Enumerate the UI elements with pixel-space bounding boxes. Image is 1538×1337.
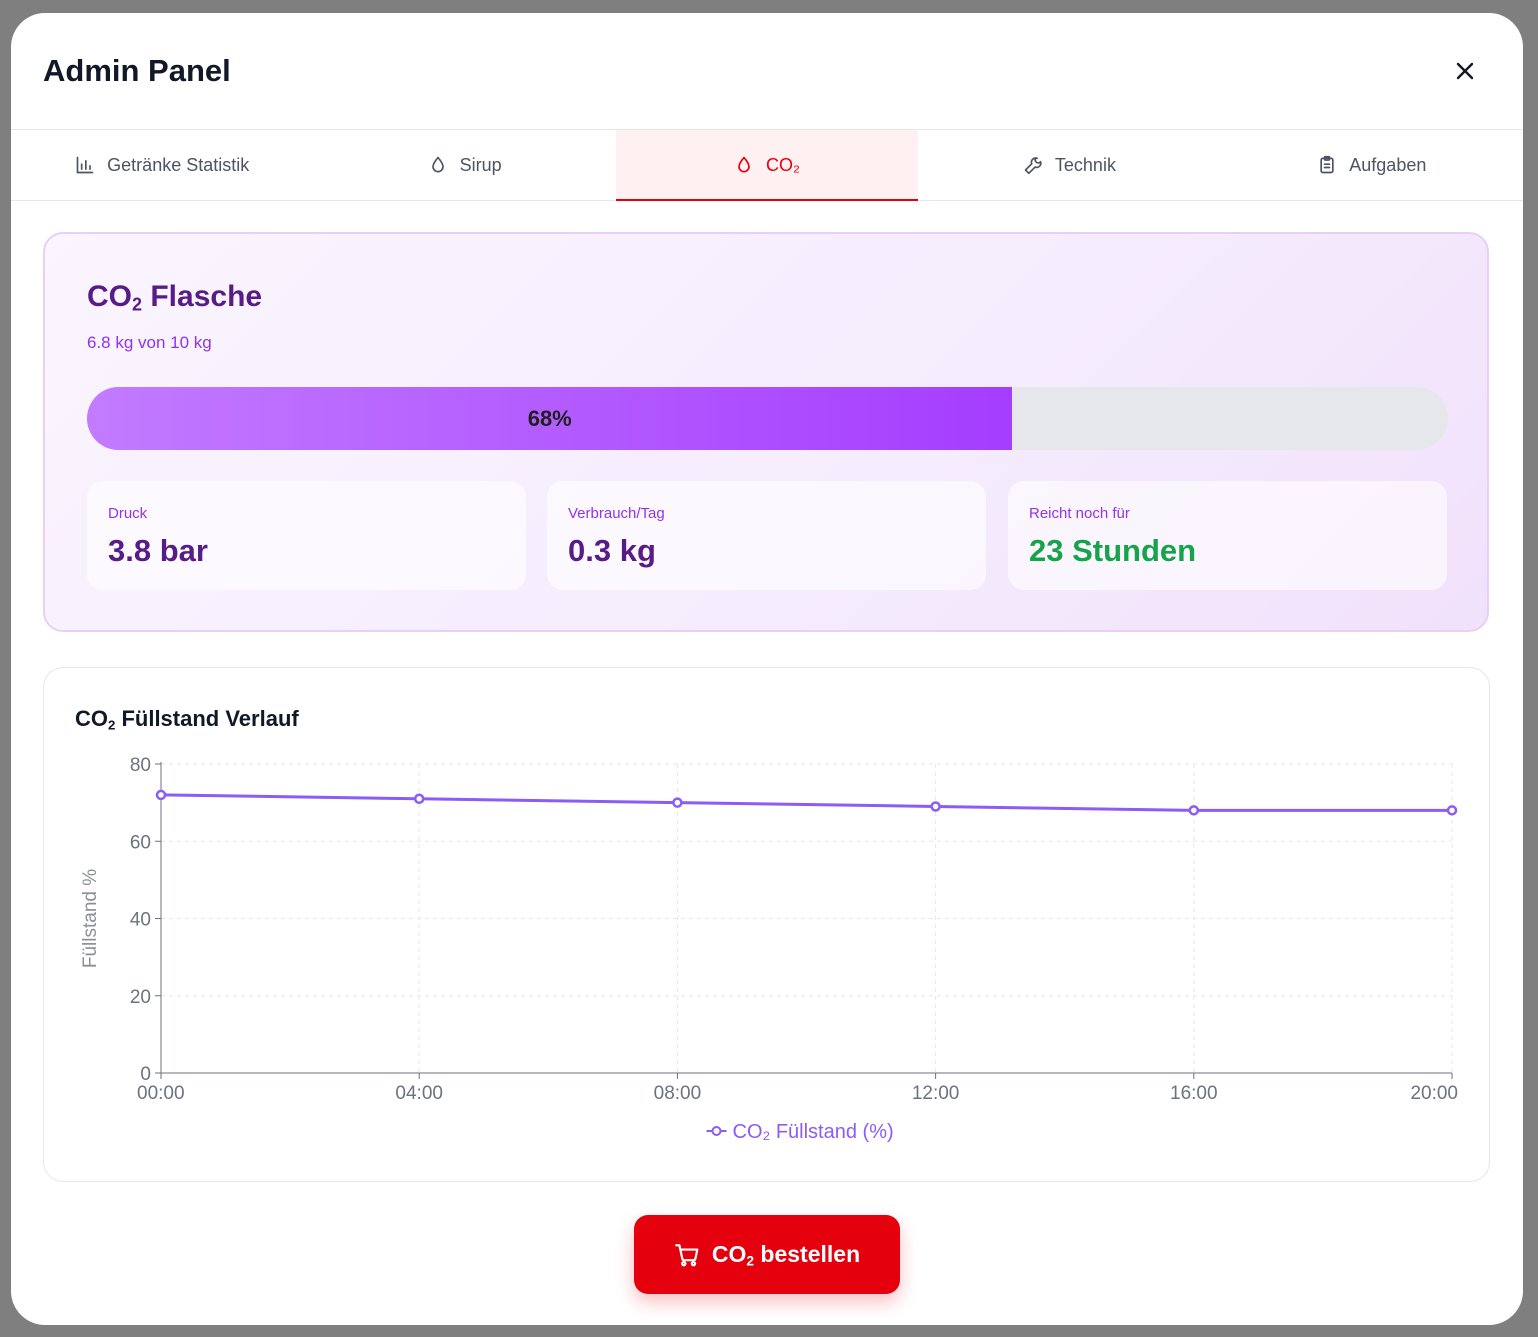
tab-bar: Getränke Statistik Sirup CO₂ Technik Auf…: [11, 130, 1523, 201]
droplet-icon: [431, 156, 444, 173]
legend-marker: [711, 1126, 722, 1136]
x-tick-label: 08:00: [654, 1083, 702, 1104]
fill-history-chart-card: CO2 Füllstand Verlauf 0 20 40 60 80 00:00 04:0…: [43, 667, 1490, 1182]
data-point: [672, 797, 683, 808]
stat-druck: Druck 3.8 bar: [87, 481, 526, 590]
tab-getraenke-statistik[interactable]: Getränke Statistik: [11, 130, 313, 200]
capacity-text: 6.8 kg von 10 kg: [87, 333, 212, 352]
tab-sirup[interactable]: Sirup: [313, 130, 615, 200]
fill-progress-value: [87, 387, 1013, 450]
x-tick-label: 20:00: [1410, 1083, 1458, 1104]
y-tick-label: 0: [140, 1064, 151, 1085]
stat-value: 23 Stunden: [1029, 533, 1197, 568]
x-tick-label: 12:00: [912, 1083, 960, 1104]
order-button-label: CO2 bestellen: [711, 1240, 861, 1269]
x-tick-label: 00:00: [137, 1083, 185, 1104]
stat-label: Reicht noch für: [1029, 505, 1130, 522]
legend-label: CO₂ Füllstand (%): [733, 1121, 894, 1143]
tab-aufgaben[interactable]: Aufgaben: [1221, 130, 1523, 200]
data-point: [1446, 805, 1458, 816]
tab-co2[interactable]: CO₂: [615, 130, 919, 201]
order-co2-button[interactable]: CO2 bestellen: [634, 1215, 900, 1294]
shopping-cart-icon: [674, 1243, 699, 1266]
series-line: [160, 793, 1452, 812]
clipboard-icon: [1320, 155, 1334, 174]
y-tick-label: 80: [130, 755, 151, 776]
fill-percent-label: 68%: [527, 405, 572, 431]
stat-reichweite: Reicht noch für 23 Stunden: [1008, 481, 1447, 590]
close-icon: [1456, 62, 1474, 80]
tab-label: Aufgaben: [1349, 154, 1427, 175]
fill-progress-bar: 68%: [87, 387, 1448, 450]
modal-title: Admin Panel: [43, 53, 231, 88]
stat-value: 3.8 bar: [108, 533, 208, 568]
y-axis-label: Füllstand %: [80, 869, 101, 968]
data-point: [930, 801, 941, 812]
tab-label: CO₂: [766, 154, 801, 175]
tab-label: Sirup: [459, 154, 502, 175]
co2-bottle-card: CO2 Flasche 6.8 kg von 10 kg 68% Druck 3…: [43, 232, 1489, 632]
data-point: [1188, 805, 1200, 816]
tab-label: Getränke Statistik: [107, 154, 250, 175]
y-tick-label: 60: [130, 832, 151, 853]
stat-value: 0.3 kg: [568, 533, 656, 568]
close-button[interactable]: [1447, 53, 1483, 89]
tab-technik[interactable]: Technik: [918, 130, 1220, 200]
tab-label: Technik: [1054, 154, 1116, 175]
droplet-icon: [738, 156, 750, 173]
bar-chart-icon: [76, 156, 94, 174]
data-point: [155, 789, 167, 801]
x-tick-label: 04:00: [395, 1083, 443, 1104]
y-tick-label: 20: [130, 987, 151, 1008]
chart-title: CO2 Füllstand Verlauf: [75, 706, 299, 733]
wrench-icon: [1024, 157, 1042, 175]
admin-panel-modal: Admin Panel Getränke Statistik Sirup CO₂…: [11, 13, 1523, 1325]
y-tick-label: 40: [130, 910, 151, 931]
data-point: [413, 793, 425, 805]
card-title: CO2 Flasche: [87, 280, 263, 315]
modal-header: Admin Panel: [11, 13, 1523, 130]
x-tick-label: 16:00: [1170, 1083, 1218, 1104]
stat-label: Verbrauch/Tag: [568, 505, 665, 522]
stat-label: Druck: [108, 505, 148, 522]
line-chart: 0 20 40 60 80 00:00 04:00 08:00 12:00 16:00 20:00 F…: [80, 755, 1458, 1143]
stat-verbrauch: Verbrauch/Tag 0.3 kg: [547, 481, 986, 590]
